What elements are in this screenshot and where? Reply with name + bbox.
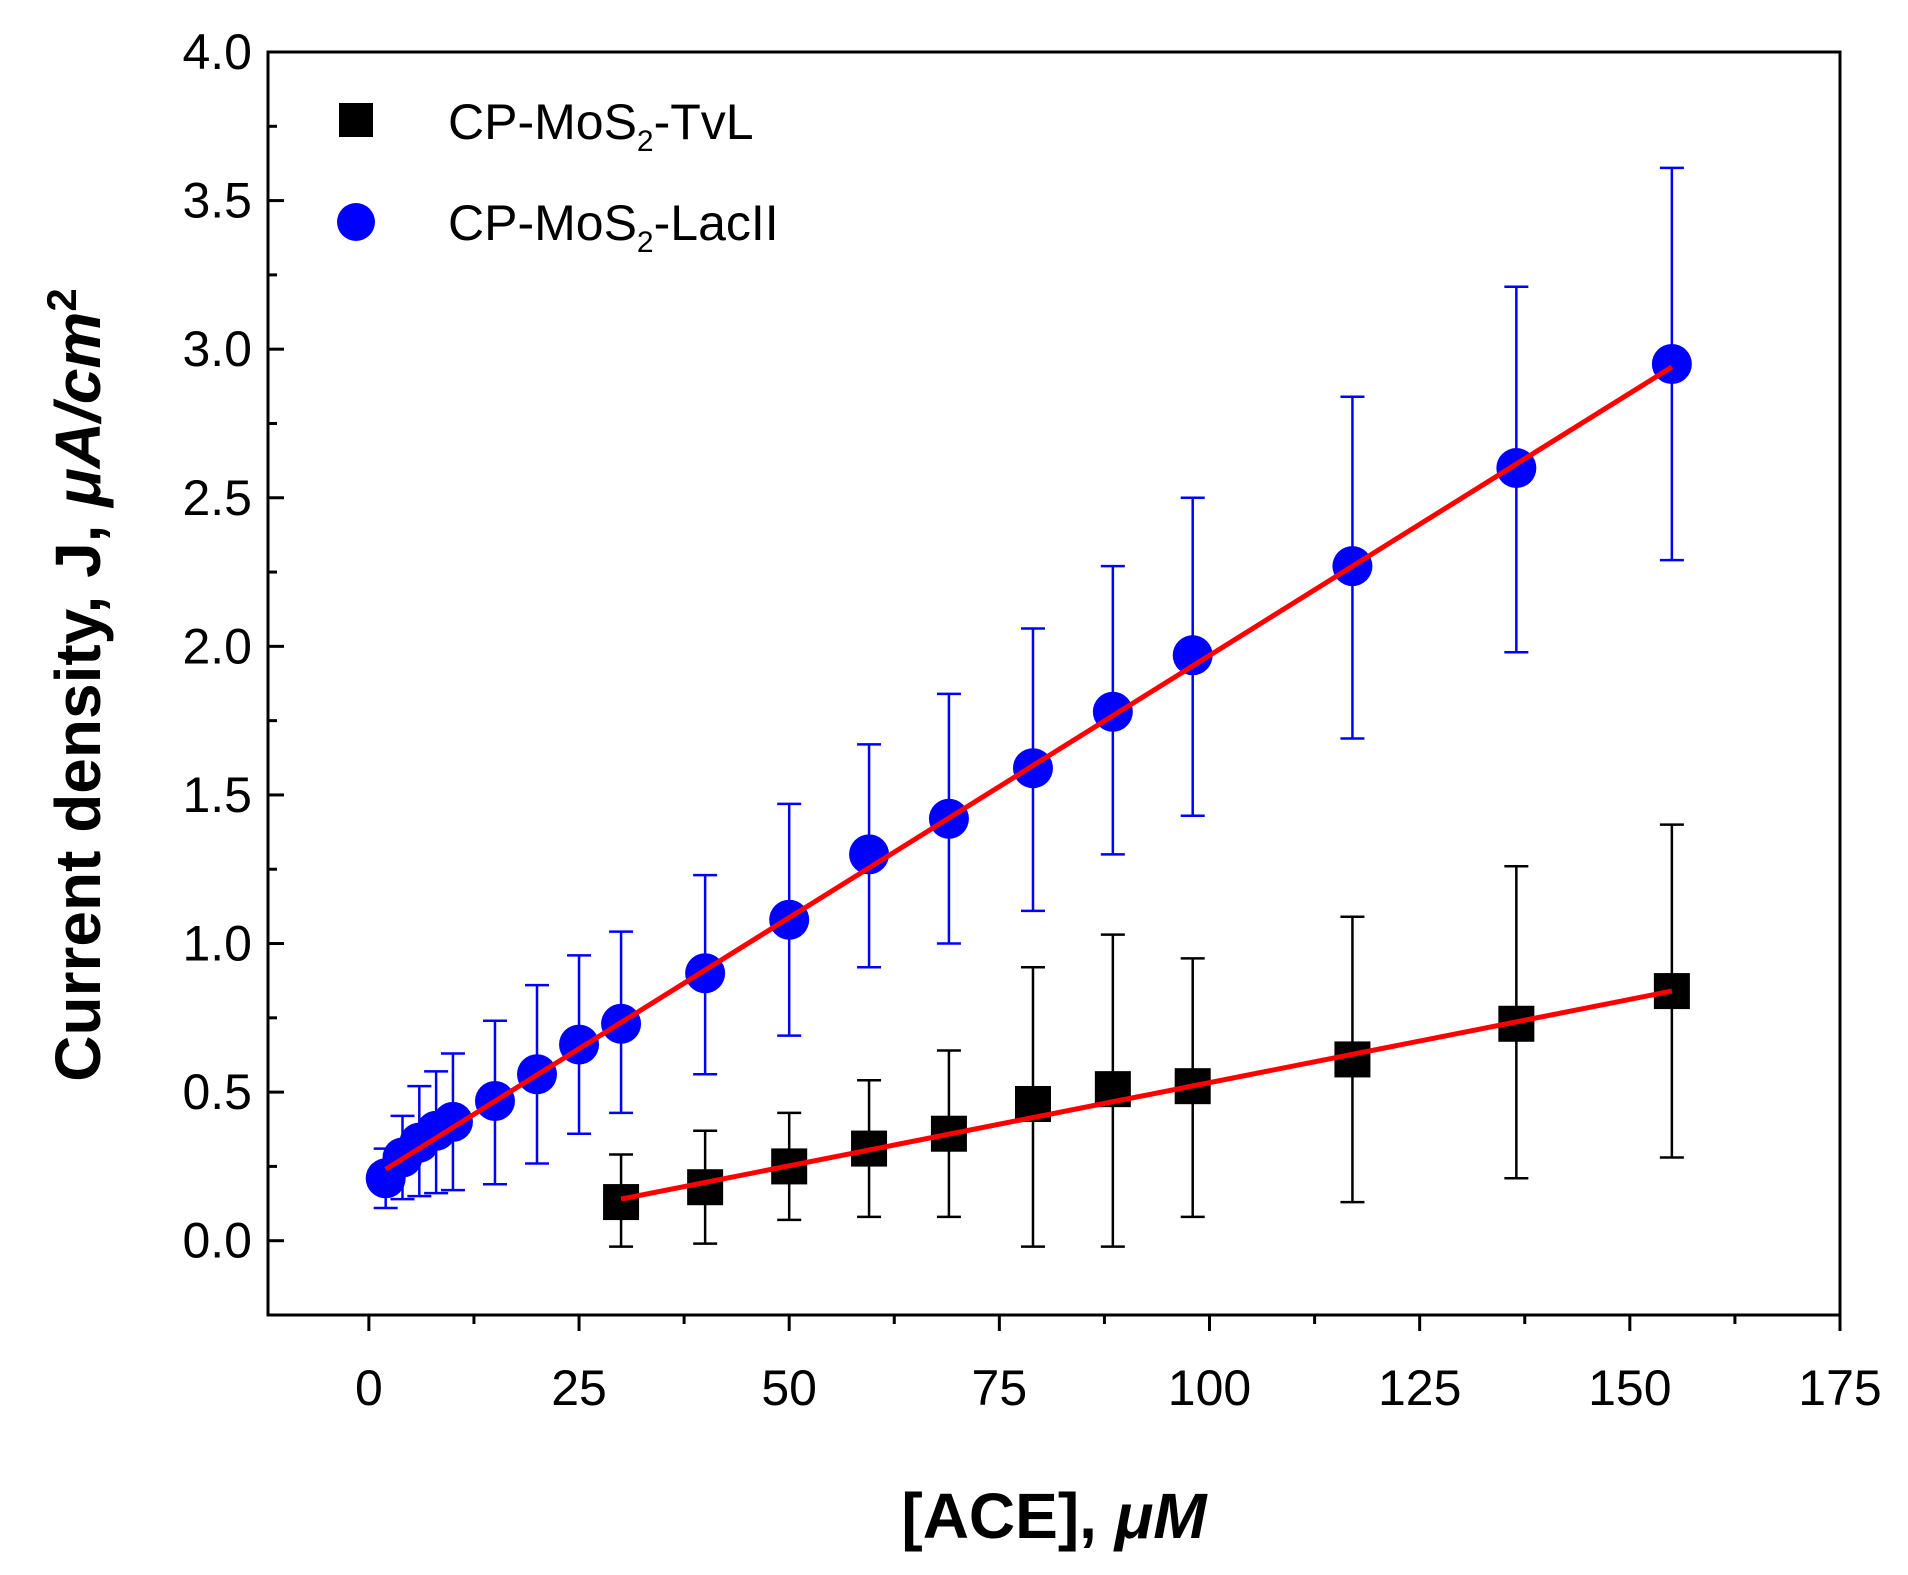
data-point bbox=[1334, 1041, 1371, 1078]
x-tick-label: 150 bbox=[1588, 1360, 1671, 1416]
x-tick-label: 25 bbox=[551, 1360, 607, 1416]
y-tick-label: 1.0 bbox=[182, 916, 252, 972]
series-square bbox=[603, 823, 1690, 1248]
x-tick-label: 75 bbox=[972, 1360, 1028, 1416]
y-tick-label: 3.0 bbox=[182, 321, 252, 377]
legend-label-lacii: CP-MoS2-LacII bbox=[448, 195, 779, 259]
legend-marker-lacii bbox=[337, 203, 375, 241]
y-ticks: 0.0 0.5 1.0 1.5 2.0 2.5 3.0 3.5 4.0 bbox=[182, 24, 284, 1317]
y-tick-label: 4.0 bbox=[182, 24, 252, 80]
x-tick-label: 50 bbox=[761, 1360, 817, 1416]
y-tick-label: 0.5 bbox=[182, 1064, 252, 1120]
y-tick-label: 0.0 bbox=[182, 1213, 252, 1269]
plot-frame bbox=[266, 50, 1842, 1317]
fit-line bbox=[384, 364, 1674, 1172]
y-tick-label: 2.5 bbox=[182, 470, 252, 526]
y-tick-label: 1.5 bbox=[182, 767, 252, 823]
x-ticks: 0 25 50 75 100 125 150 175 bbox=[355, 1315, 1882, 1416]
legend-marker-tvl bbox=[339, 103, 373, 137]
x-tick-label: 175 bbox=[1798, 1360, 1881, 1416]
legend: CP-MoS2-TvL CP-MoS2-LacII bbox=[337, 94, 779, 259]
legend-label-tvl: CP-MoS2-TvL bbox=[448, 94, 754, 158]
x-axis-title: [ACE], μM bbox=[901, 1480, 1208, 1552]
series-layer bbox=[365, 166, 1692, 1248]
y-tick-label: 2.0 bbox=[182, 618, 252, 674]
x-tick-label: 0 bbox=[355, 1360, 383, 1416]
y-tick-label: 3.5 bbox=[182, 173, 252, 229]
data-point bbox=[1172, 635, 1213, 676]
x-tick-label: 125 bbox=[1378, 1360, 1461, 1416]
data-point bbox=[603, 1184, 640, 1221]
fit-line bbox=[620, 988, 1673, 1202]
series-circle bbox=[365, 166, 1692, 1210]
x-tick-label: 100 bbox=[1168, 1360, 1251, 1416]
y-axis-title: Current density, J, μA/cm2 bbox=[38, 288, 114, 1081]
